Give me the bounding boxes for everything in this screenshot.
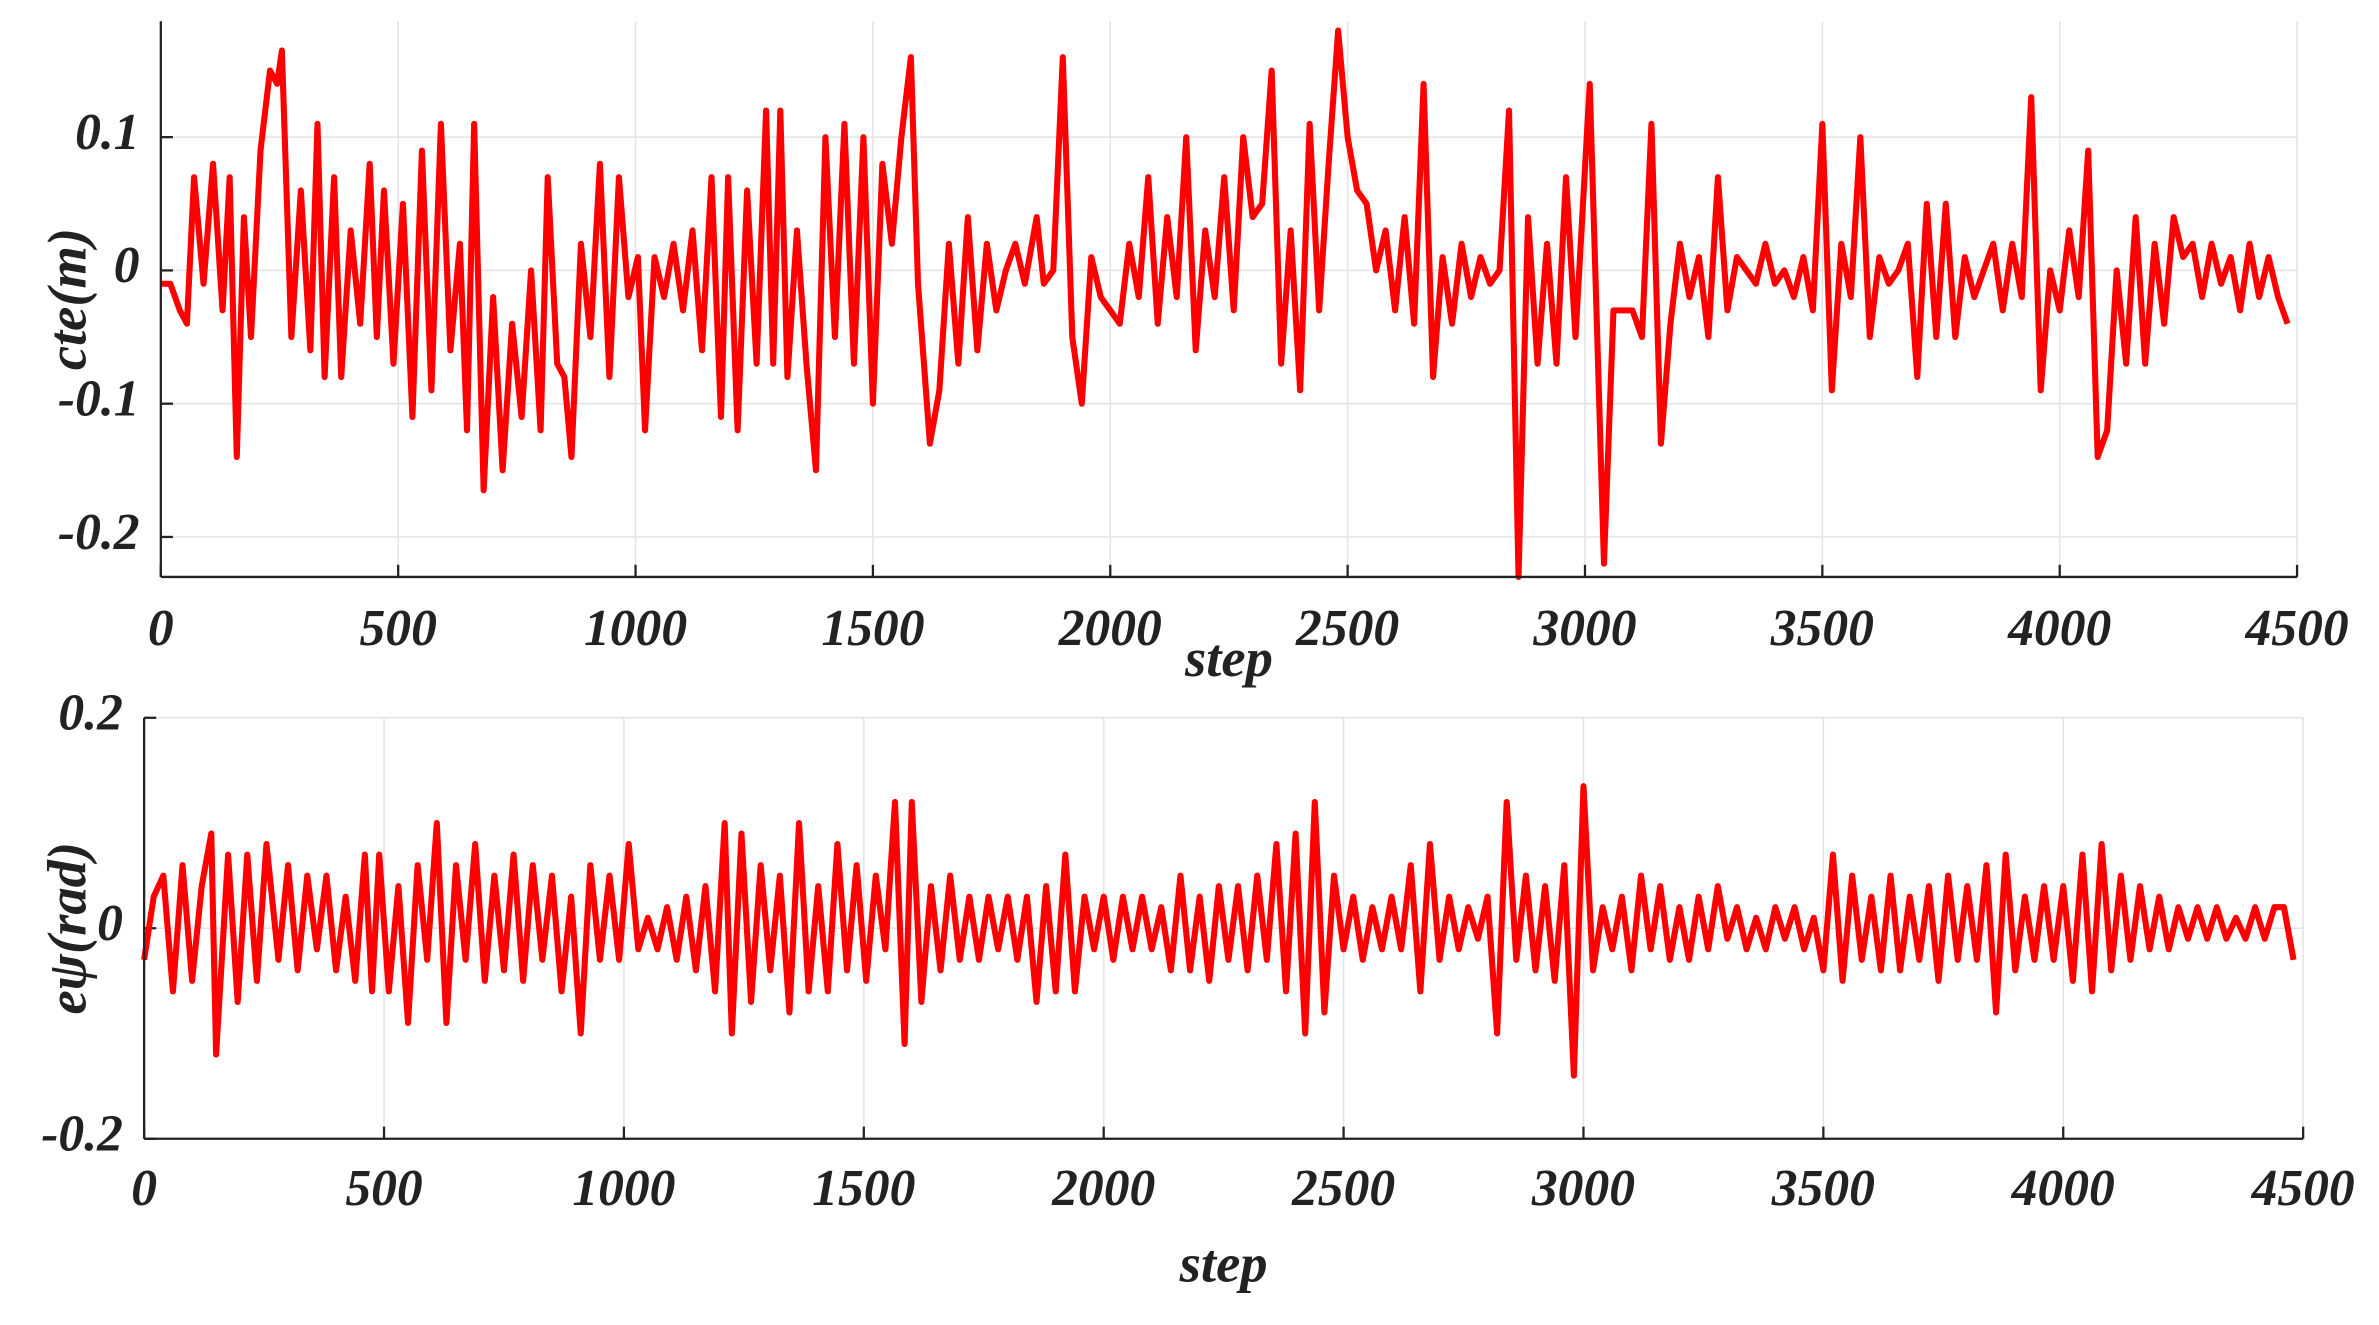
x-tick-label: 3500 — [1771, 1160, 1875, 1217]
x-tick-label: 1000 — [572, 1160, 675, 1217]
x-tick-label: 0 — [148, 600, 174, 657]
x-tick-label: 3000 — [1531, 1160, 1635, 1217]
x-tick-label: 3500 — [1770, 600, 1874, 657]
plot: 0 500 1000 1500 2000 2500 3000 3500 4000 4500 -0.2… — [36, 21, 2349, 688]
x-tick-label: 4500 — [2245, 600, 2349, 657]
x-tick-label: 2500 — [1295, 600, 1399, 657]
plot: 0 500 1000 1500 2000 2500 3000 3500 4000 4500 -0.2… — [36, 685, 2354, 1294]
x-tick-label: 1500 — [821, 600, 924, 657]
data-line — [141, 783, 2297, 1079]
x-tick-label: 1000 — [584, 600, 687, 657]
y-tick-label: 0 — [97, 895, 123, 952]
x-tick-label: 2000 — [1058, 600, 1162, 657]
y-tick-label: -0.2 — [41, 1106, 123, 1163]
x-tick-label: 0 — [131, 1160, 157, 1217]
y-tick-label: -0.2 — [58, 504, 140, 561]
y-axis-label: eψ(rad) — [36, 842, 97, 1015]
x-tick-label: 500 — [360, 600, 437, 657]
x-tick-label: 3000 — [1532, 600, 1636, 657]
x-tick-label: 4000 — [2011, 1160, 2115, 1217]
x-tick-label: 2500 — [1291, 1160, 1395, 1217]
y-tick-label: -0.1 — [58, 371, 140, 428]
data-line — [160, 27, 2291, 580]
y-tick-label: 0.1 — [75, 104, 139, 161]
x-axis-label: step — [1179, 1233, 1268, 1294]
x-tick-label: 1500 — [812, 1160, 915, 1217]
x-tick-label: 500 — [345, 1160, 422, 1217]
x-axis-label: step — [1184, 627, 1273, 688]
y-axis-label: cte(m) — [36, 228, 97, 370]
x-tick-label: 4000 — [2007, 600, 2111, 657]
x-tick-label: 4500 — [2251, 1160, 2355, 1217]
x-tick-label: 2000 — [1051, 1160, 1155, 1217]
y-tick-label: 0.2 — [58, 685, 122, 742]
y-tick-label: 0 — [114, 237, 140, 294]
